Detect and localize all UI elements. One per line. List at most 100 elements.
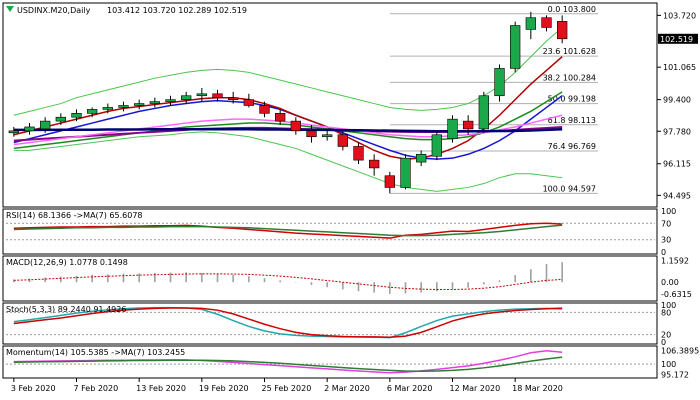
candle	[525, 11, 536, 40]
date-tick-label: 12 Mar 2020	[450, 384, 501, 393]
indicator-tick-label: 70	[661, 219, 671, 228]
candle	[24, 123, 35, 135]
stoch-title: Stoch(5,3,3) 89.2440 91.4926	[6, 305, 126, 314]
indicator-tick-label: -0.6315	[661, 290, 692, 299]
price-tick-label: 99.400	[663, 96, 691, 105]
candle-body	[40, 120, 51, 130]
candle	[212, 89, 223, 102]
candle	[228, 91, 239, 104]
candle	[102, 103, 113, 114]
candle-body	[87, 109, 98, 114]
indicator-tick-label: 0.00	[661, 278, 679, 287]
candle-body	[369, 159, 380, 169]
candle-body	[384, 175, 395, 188]
price-tick-label: 103.720	[663, 11, 696, 20]
candle-body	[181, 95, 192, 100]
candle-body	[134, 103, 145, 106]
candle	[447, 115, 458, 143]
fib-level-label: 76.4 96.769	[548, 142, 596, 151]
candle	[494, 64, 505, 102]
candle	[541, 15, 552, 32]
candle	[478, 91, 489, 133]
date-tick-label: 2 Mar 2020	[324, 384, 370, 393]
indicator-tick-label: 30	[661, 236, 671, 245]
candle-body	[55, 116, 66, 122]
candle-body	[541, 17, 552, 28]
symbol-label: USDINX.M20,Daily	[17, 6, 91, 15]
candle	[275, 109, 286, 126]
candle-body	[275, 113, 286, 122]
candle-body	[259, 105, 270, 114]
price-tick-label: 96.115	[663, 160, 691, 169]
candle-body	[24, 126, 35, 132]
candle-body	[353, 146, 364, 161]
candle	[40, 117, 51, 133]
candle-body	[149, 101, 160, 104]
candle	[243, 93, 254, 108]
fib-level-label: 100.0 94.597	[543, 184, 596, 193]
date-tick-label: 18 Mar 2020	[512, 384, 563, 393]
candle-body	[102, 107, 113, 110]
candle-body	[400, 157, 411, 188]
candle	[196, 87, 207, 102]
momentum-panel	[2, 345, 658, 379]
indicator-tick-label: 95.172	[661, 371, 689, 380]
candle	[71, 109, 82, 122]
candle-body	[557, 21, 568, 40]
chart-icon	[6, 6, 14, 12]
candle-body	[478, 95, 489, 130]
indicator-tick-label: 106.3895	[661, 346, 699, 355]
candle	[165, 95, 176, 106]
candle	[353, 142, 364, 165]
indicator-series-line	[13, 356, 563, 373]
candle	[118, 101, 129, 112]
price-tick-label: 97.780	[663, 127, 691, 136]
indicator-tick-label: 100	[661, 301, 676, 310]
macd-signal-line	[13, 273, 563, 290]
candle-body	[8, 130, 19, 134]
momentum-layer	[6, 350, 655, 374]
date-tick-label: 25 Feb 2020	[262, 384, 312, 393]
macd-panel	[2, 255, 658, 302]
candle-body	[196, 93, 207, 97]
indicator-tick-label: 100	[661, 360, 676, 369]
indicator-tick-label: 80	[661, 308, 671, 317]
price-tick-label: 101.065	[663, 63, 696, 72]
candle-body	[290, 120, 301, 132]
candle-body	[165, 99, 176, 102]
candle-body	[306, 130, 317, 138]
price-tick-label: 94.495	[663, 191, 691, 200]
candle-body	[463, 120, 474, 130]
candle-body	[510, 25, 521, 69]
candle-body	[322, 134, 333, 138]
candle	[290, 117, 301, 135]
bollinger-upper-line	[13, 27, 563, 116]
ohlc-label: 103.412 103.720 102.289 102.519	[107, 6, 247, 15]
moving-average-line	[13, 91, 563, 150]
fib-level-label: 23.6 101.628	[543, 47, 596, 56]
date-tick-label: 3 Feb 2020	[11, 384, 56, 393]
candle	[557, 15, 568, 44]
candle-body	[431, 134, 442, 157]
candle	[337, 130, 348, 151]
indicator-tick-label: 20	[661, 331, 671, 340]
candle-body	[118, 105, 129, 108]
macd-title: MACD(12,26,9) 1.0778 0.1498	[6, 258, 128, 267]
candle-body	[447, 118, 458, 139]
candle	[259, 101, 270, 118]
candle-body	[494, 68, 505, 97]
candle	[384, 171, 395, 194]
axis-layer: 103.720 102.519 101.065 99.400 97.780 96.115 9…	[11, 11, 699, 393]
candle	[87, 107, 98, 118]
last-price-label: 102.519	[660, 35, 693, 44]
moving-average-line	[13, 114, 563, 146]
chart-header: USDINX.M20,Daily 103.412 103.720 102.289…	[6, 6, 247, 15]
indicator-tick-label: 0	[661, 248, 666, 257]
candle-body	[212, 93, 223, 98]
candle	[431, 130, 442, 161]
stoch-layer	[6, 306, 655, 339]
indicator-series-line	[13, 224, 563, 237]
candle-body	[337, 134, 348, 147]
candle-body	[228, 97, 239, 100]
indicator-tick-label: 100	[661, 207, 676, 216]
